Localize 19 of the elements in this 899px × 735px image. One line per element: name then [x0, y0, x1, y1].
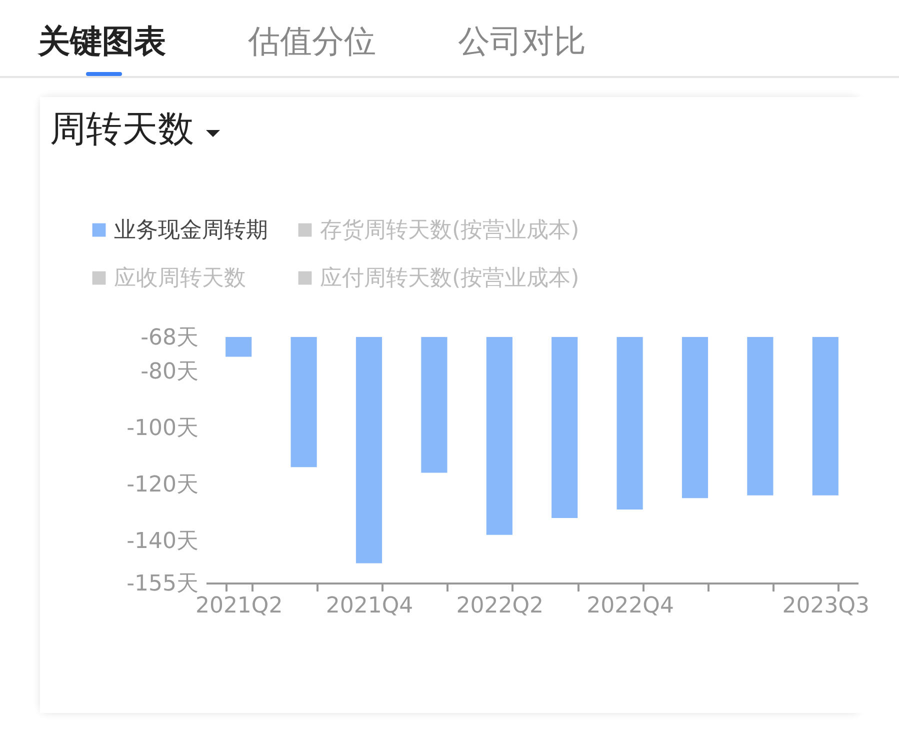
x-tick-label: 2023Q3: [782, 594, 870, 618]
legend-label: 应收周转天数: [114, 266, 246, 291]
chart-title: 周转天数: [50, 108, 194, 152]
text: 估值分位: [248, 21, 376, 62]
y-tick-label: -120天: [126, 472, 198, 498]
y-tick-label: -68天: [140, 326, 198, 350]
x-tick-label: 2021Q2: [195, 594, 283, 618]
text: 关键图表: [38, 21, 166, 62]
x-tick-label: 2022Q4: [586, 594, 674, 618]
text: 公司对比: [458, 21, 586, 62]
legend-label: 存货周转天数(按营业成本): [320, 218, 580, 243]
legend-label: 应付周转天数(按营业成本): [320, 266, 580, 291]
y-tick-label: -100天: [126, 416, 198, 441]
x-tick-label: 2022Q2: [456, 594, 544, 618]
y-tick-label: -140天: [126, 529, 198, 554]
y-tick-label: -155天: [126, 572, 198, 596]
legend-label: 业务现金周转期: [114, 218, 268, 243]
y-tick-label: -80天: [140, 359, 198, 384]
x-tick-label: 2021Q4: [326, 594, 414, 618]
